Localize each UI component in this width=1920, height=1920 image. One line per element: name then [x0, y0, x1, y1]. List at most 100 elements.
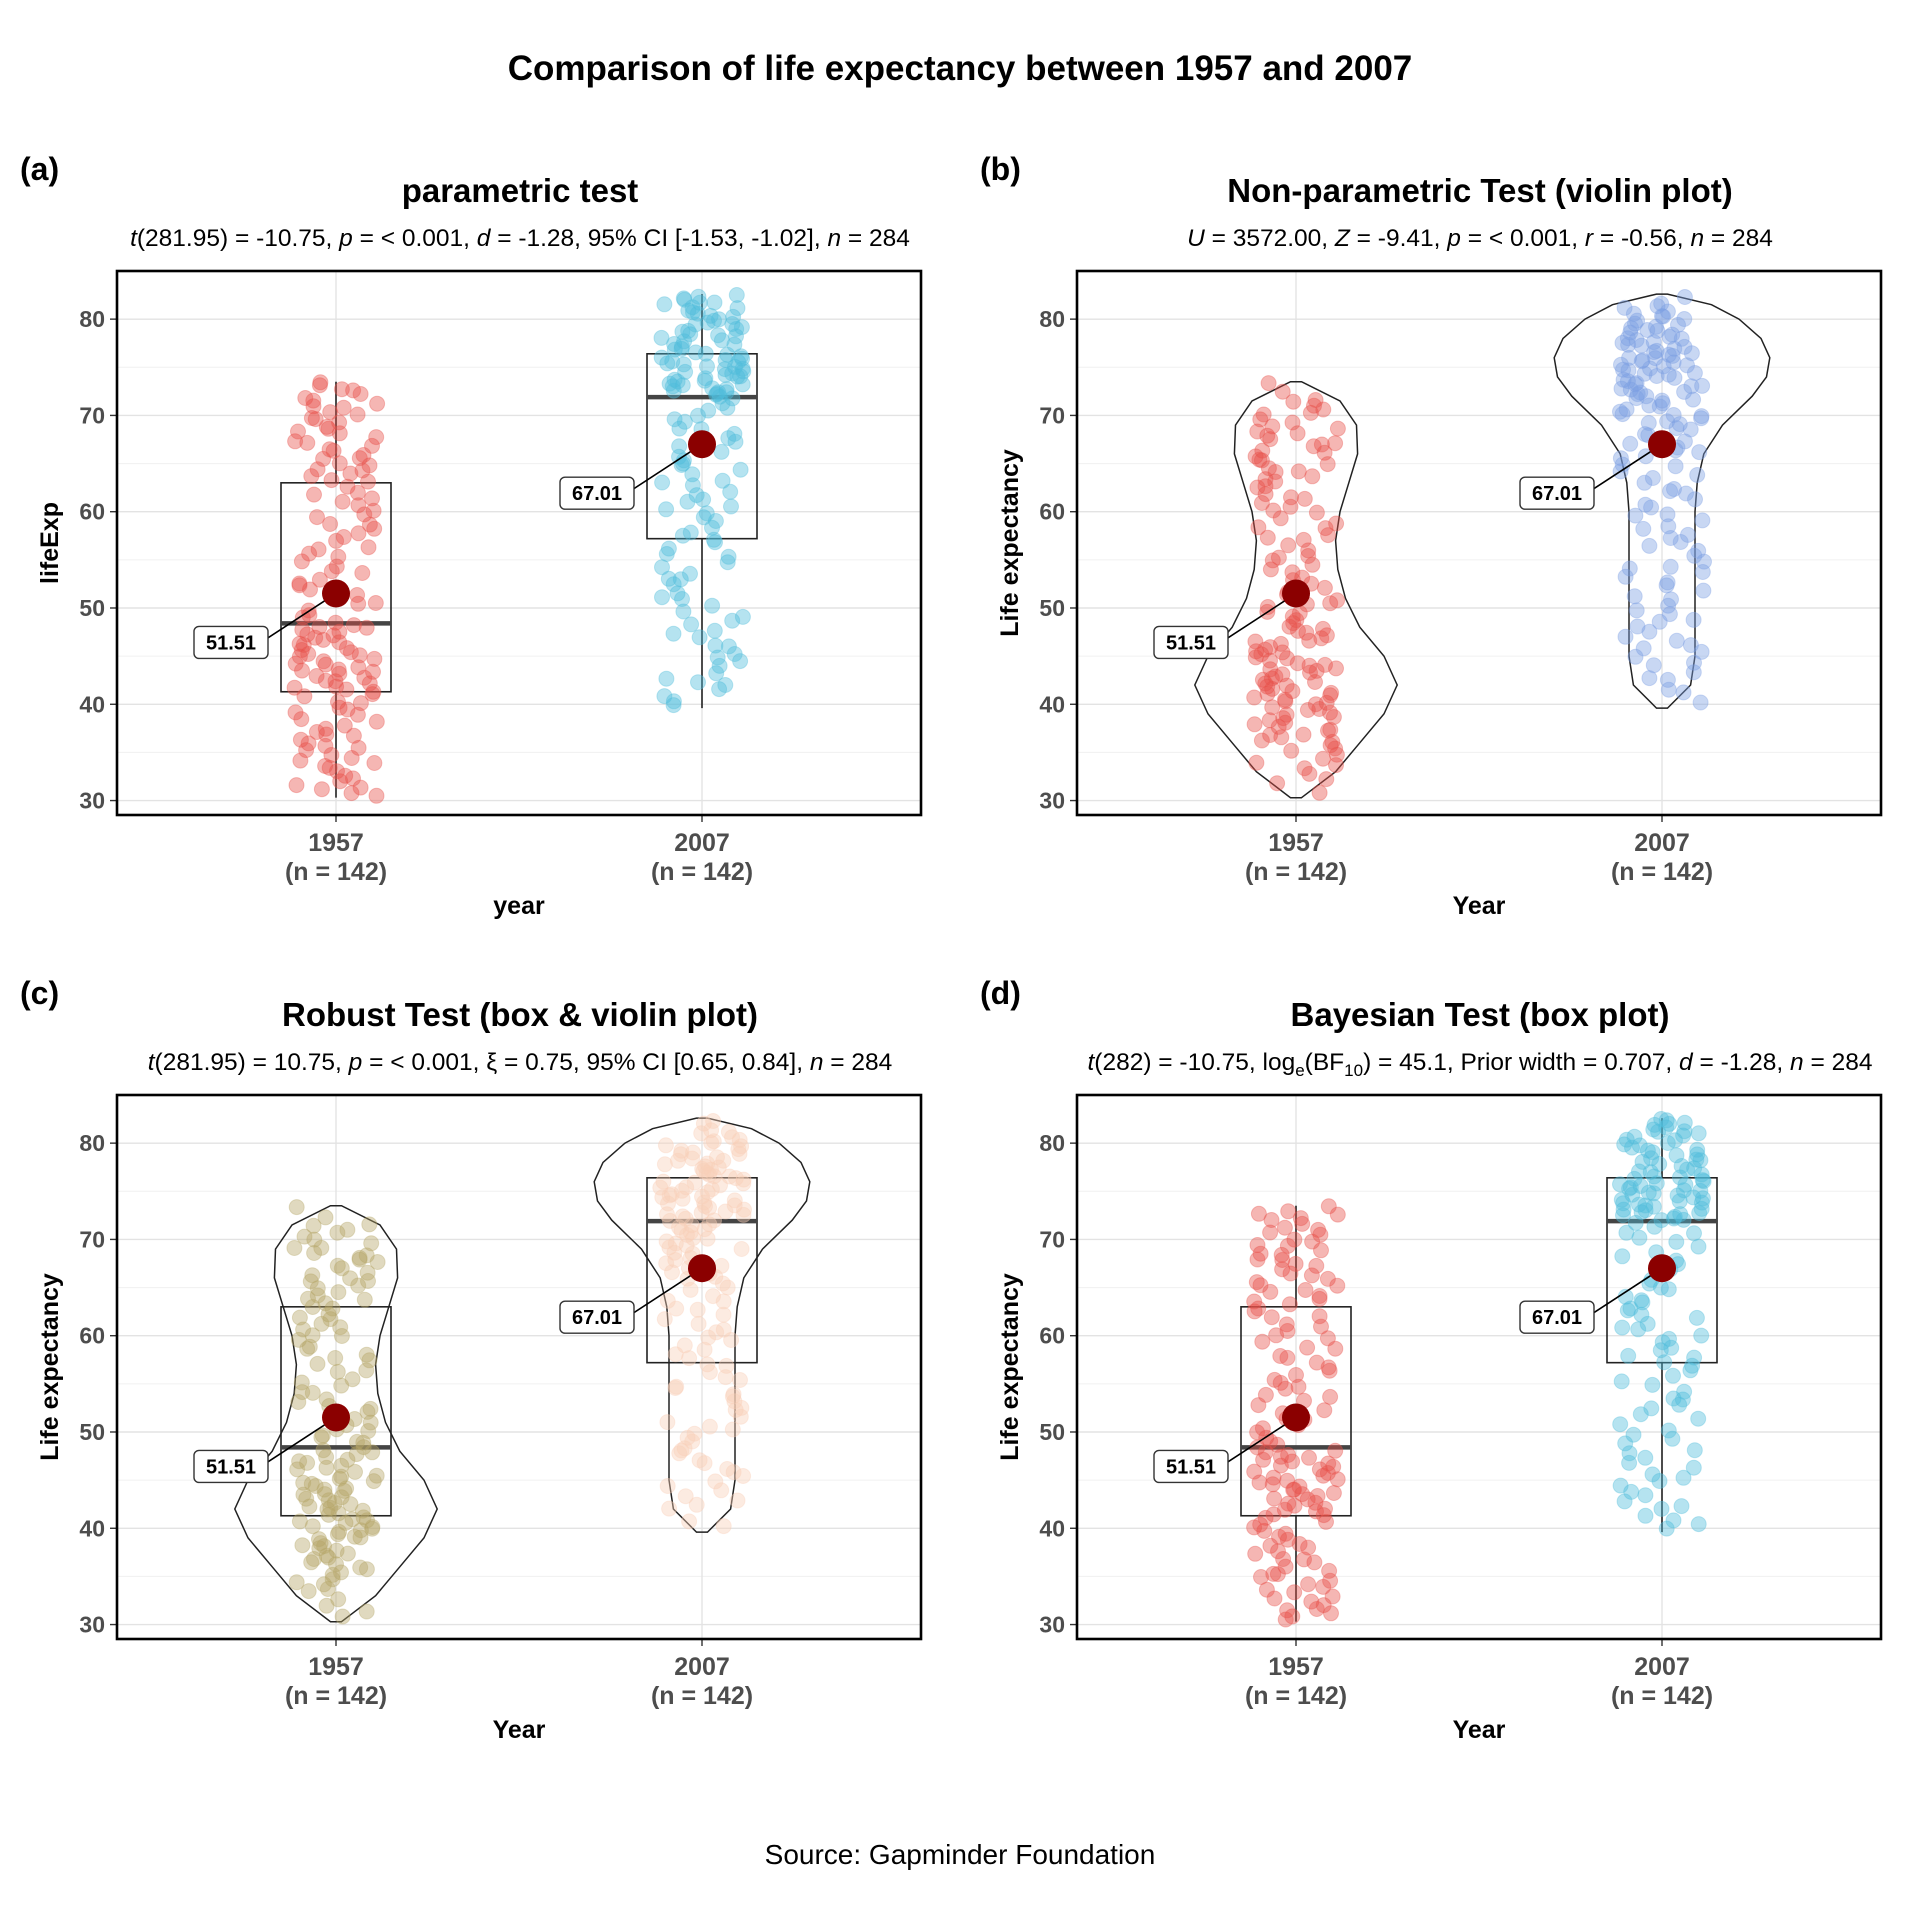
data-point	[1693, 408, 1710, 425]
data-point	[342, 1270, 359, 1287]
y-tick-label: 30	[79, 788, 105, 814]
data-point	[656, 1156, 673, 1173]
data-point	[1666, 481, 1682, 497]
data-point	[311, 571, 328, 588]
data-point	[1641, 537, 1658, 554]
data-point	[667, 1380, 684, 1396]
data-point	[1320, 1198, 1337, 1215]
data-point	[1280, 1447, 1297, 1463]
data-point	[1662, 483, 1679, 500]
data-point	[679, 1226, 695, 1243]
data-point	[1649, 322, 1666, 339]
data-point	[1685, 664, 1702, 681]
data-point	[701, 1199, 718, 1216]
data-point	[720, 638, 737, 655]
data-point	[1667, 458, 1684, 475]
data-point	[1633, 1292, 1650, 1309]
data-point	[1686, 1160, 1703, 1177]
x-tick-label: 1957	[308, 829, 364, 857]
data-point	[671, 1445, 688, 1462]
data-point	[1666, 340, 1683, 357]
data-point	[733, 1138, 750, 1155]
data-point	[1666, 1208, 1683, 1225]
x-tick-count: (n = 142)	[1245, 1682, 1347, 1710]
x-tick-label: 2007	[1634, 1653, 1690, 1681]
data-point	[1620, 362, 1637, 379]
panel-a: (a) parametric test t(281.95) = -10.75, p …	[20, 151, 923, 920]
jitter-points	[652, 1113, 752, 1535]
data-point	[1271, 1528, 1287, 1545]
data-point	[705, 1288, 721, 1305]
panel-title: Non-parametric Test (violin plot)	[1227, 172, 1732, 209]
data-point	[291, 1453, 308, 1470]
data-point	[711, 681, 728, 698]
data-point	[729, 1492, 746, 1509]
data-point	[1644, 1376, 1661, 1393]
data-point	[1308, 504, 1325, 521]
data-point	[717, 1369, 734, 1386]
data-point	[1315, 1578, 1332, 1595]
data-point	[674, 1208, 691, 1225]
data-point	[694, 1160, 711, 1177]
data-point	[1641, 397, 1658, 414]
data-point	[1307, 696, 1324, 713]
data-point	[1620, 336, 1637, 353]
data-point	[1653, 1212, 1670, 1229]
data-point	[299, 1454, 316, 1471]
data-point	[1282, 498, 1299, 515]
data-point	[1686, 1225, 1702, 1242]
data-point	[710, 384, 727, 401]
data-point	[1300, 1576, 1317, 1593]
data-point	[368, 429, 385, 446]
data-point	[661, 375, 678, 392]
panels: (a) parametric test t(281.95) = -10.75, p …	[20, 151, 1883, 1744]
data-point	[1682, 1362, 1699, 1379]
y-tick-label: 60	[1039, 1323, 1065, 1349]
data-point	[700, 402, 717, 419]
data-point	[1277, 693, 1294, 710]
data-point	[1694, 1172, 1711, 1189]
data-point	[1250, 1205, 1267, 1222]
data-point	[711, 311, 727, 328]
data-point	[733, 348, 749, 365]
data-point	[1672, 534, 1689, 550]
data-point	[709, 649, 726, 666]
data-point	[706, 294, 723, 311]
mean-label-box	[193, 1449, 269, 1484]
data-point	[322, 1311, 339, 1328]
y-tick-label: 30	[1039, 1612, 1065, 1638]
data-point	[1665, 1512, 1682, 1529]
data-point	[318, 1547, 335, 1564]
data-point	[315, 631, 332, 648]
panel-subtitle: t(281.95) = -10.75, p = < 0.001, d = -1.…	[130, 225, 910, 252]
data-point	[1265, 1565, 1282, 1582]
data-point	[355, 1509, 372, 1526]
data-point	[1319, 1330, 1336, 1347]
data-point	[1683, 378, 1700, 395]
data-point	[359, 1264, 376, 1281]
data-point	[658, 1233, 675, 1250]
data-point	[331, 1523, 348, 1540]
violin-outline	[593, 1117, 811, 1533]
data-point	[1262, 431, 1279, 448]
data-point	[1678, 485, 1694, 502]
data-point	[704, 597, 721, 614]
data-point	[1327, 1442, 1344, 1459]
data-point	[1613, 1191, 1630, 1208]
data-point	[320, 420, 337, 437]
data-point	[301, 545, 318, 562]
data-point	[1613, 356, 1629, 373]
data-point	[331, 634, 348, 651]
data-point	[1292, 1210, 1309, 1227]
data-point	[1687, 491, 1703, 508]
data-point	[1675, 684, 1692, 701]
data-point	[358, 1603, 375, 1620]
group-2007: 67.01	[559, 287, 758, 714]
data-point	[699, 358, 715, 375]
data-point	[713, 443, 730, 460]
data-point	[664, 1264, 680, 1281]
data-point	[1643, 499, 1660, 516]
data-point	[293, 553, 310, 570]
data-point	[686, 1174, 703, 1191]
data-point	[1627, 507, 1644, 524]
